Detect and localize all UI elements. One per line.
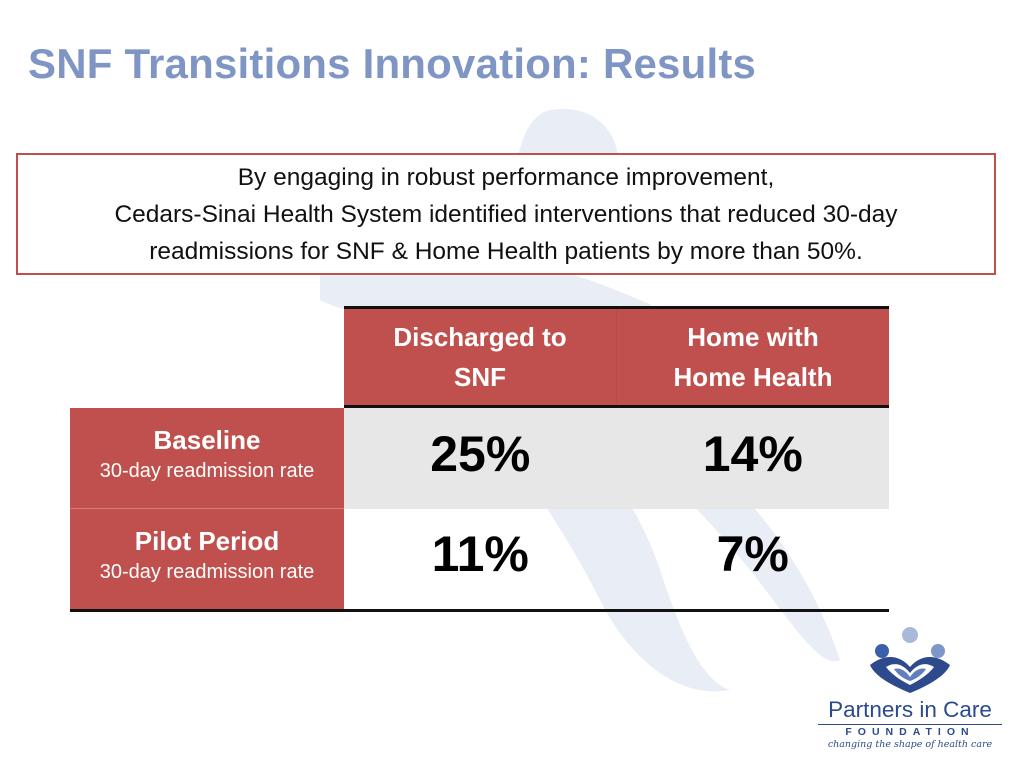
logo-foundation: FOUNDATION — [845, 726, 975, 738]
partners-in-care-logo-icon — [870, 627, 950, 693]
value-baseline-home-health: 14% — [616, 408, 889, 509]
table-header-row: Discharged to SNF Home with Home Health — [344, 306, 889, 408]
row-header-baseline: Baseline 30-day readmission rate — [70, 408, 344, 509]
value-baseline-snf: 25% — [344, 408, 617, 509]
row-sublabel: 30-day readmission rate — [99, 561, 315, 583]
logo-tagline: changing the shape of health care — [827, 739, 993, 750]
value-pilot-snf: 11% — [431, 526, 529, 582]
column-header-line: Discharged to — [393, 322, 567, 352]
row-header-pilot-period: Pilot Period 30-day readmission rate — [70, 509, 344, 609]
column-header-discharged-to-snf: Discharged to SNF — [344, 309, 616, 405]
row-sublabel: 30-day readmission rate — [99, 460, 315, 482]
summary-callout: By engaging in robust performance improv… — [16, 153, 996, 275]
row-label: Pilot Period — [134, 526, 280, 556]
column-header-line: SNF — [454, 362, 506, 392]
slide-title: SNF Transitions Innovation: Results — [28, 40, 757, 87]
partners-in-care-logo: Partners in Care FOUNDATION changing the… — [810, 625, 1010, 755]
row-label: Baseline — [153, 425, 261, 455]
column-header-line: Home Health — [673, 362, 833, 392]
table-row-pilot-period: Pilot Period 30-day readmission rate 11%… — [70, 509, 889, 612]
callout-line: readmissions for SNF & Home Health patie… — [149, 237, 863, 265]
value-pilot-home-health: 7% — [716, 526, 789, 582]
table-row-baseline: Baseline 30-day readmission rate 25% 14% — [70, 408, 889, 509]
callout-line: Cedars-Sinai Health System identified in… — [114, 200, 898, 228]
column-header-home-health: Home with Home Health — [616, 309, 889, 405]
logo-name: Partners in Care — [828, 697, 992, 722]
logo-divider — [818, 724, 1002, 725]
column-header-line: Home with — [687, 322, 819, 352]
callout-line: By engaging in robust performance improv… — [237, 163, 775, 191]
